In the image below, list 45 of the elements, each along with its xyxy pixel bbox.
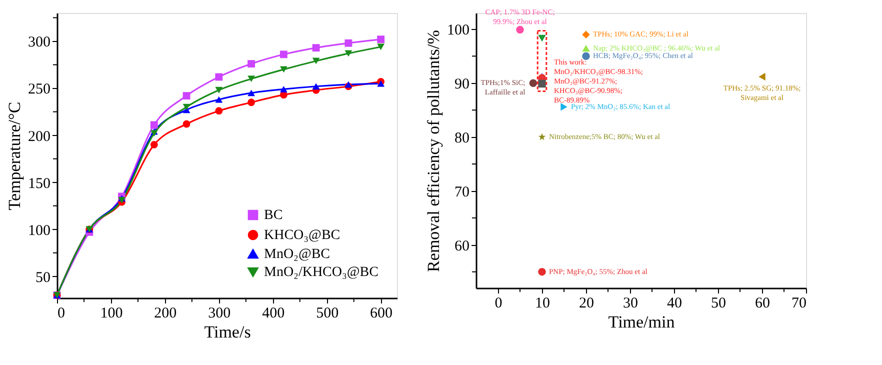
y-tick-label: 100 [447,22,470,39]
point [758,72,766,81]
y-tick-label: 250 [28,82,50,98]
y-tick-label: 150 [28,176,50,192]
y-axis-title: Removal efficiency of pollutants/% [424,30,443,272]
x-tick-label: 70 [792,296,806,312]
point [529,79,538,87]
y-tick-label: 50 [36,270,50,286]
y-tick-label: 100 [28,222,50,239]
x-tick-label: 600 [370,306,393,322]
legend-label: BC [264,208,283,223]
x-tick-label: 0 [58,306,65,322]
x-tick-label: 500 [316,306,339,322]
x-tick-label: 200 [154,306,177,322]
point [538,80,546,88]
point [582,44,590,52]
legend-label: MnO₂@BC [264,247,330,262]
x-axis-title: Time/s [204,322,251,342]
y-tick-label: 80 [454,130,470,147]
point [582,30,590,38]
x-tick-label: 30 [623,296,638,312]
point [538,34,546,42]
x-tick-label: 400 [262,306,285,322]
point [582,52,590,60]
legend-label: MnO₂/KHCO₃@BC [264,265,378,280]
x-tick-label: 100 [100,306,123,322]
y-tick-label: 70 [454,184,470,200]
legend-label: KHCO₃@BC [264,228,340,243]
x-tick-label: 40 [667,296,682,312]
point [538,268,546,276]
y-tick-label: 60 [454,238,470,254]
x-tick-label: 20 [579,296,594,312]
x-axis-title: Time/min [608,312,676,332]
x-tick-label: 10 [535,296,550,312]
point [538,133,546,140]
point [516,26,524,34]
x-tick-label: 300 [208,306,231,322]
x-tick-label: 60 [755,296,770,312]
x-tick-label: 0 [494,296,502,312]
y-tick-label: 90 [454,76,470,93]
x-tick-label: 50 [711,296,726,312]
y-axis-title: Temperature/°C [5,102,24,210]
y-tick-label: 200 [28,128,50,145]
y-tick-label: 300 [28,34,50,51]
point [560,102,568,111]
